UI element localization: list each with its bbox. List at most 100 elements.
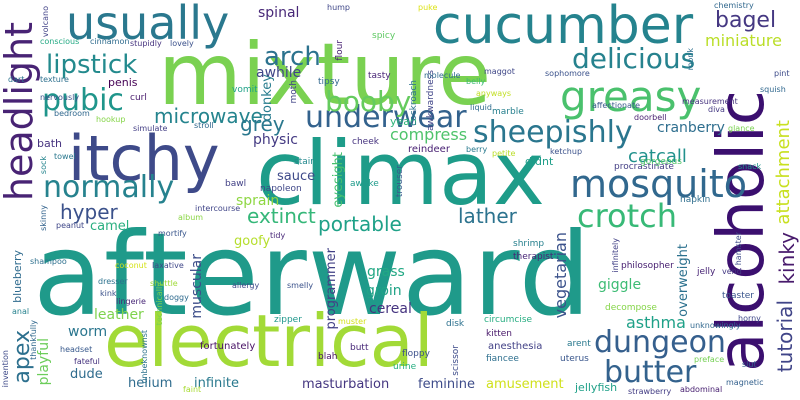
word-worm: worm	[68, 324, 108, 340]
word-cockroach: cockroach	[409, 80, 419, 126]
word-miniature: miniature	[705, 31, 782, 50]
word-napoleon: napoleon	[260, 184, 302, 194]
word-lather: lather	[458, 204, 517, 228]
word-tipsy: tipsy	[318, 77, 340, 87]
word-toaster: toaster	[722, 291, 755, 301]
word-maggot: maggot	[484, 67, 515, 76]
word-microwave: microwave	[154, 104, 263, 128]
word-peanut: peanut	[56, 221, 85, 230]
word-procrastinate: procrastinate	[614, 162, 674, 172]
word-climax: climax	[256, 122, 546, 225]
word-urine: urine	[393, 362, 417, 372]
word-intercourse: intercourse	[195, 204, 241, 213]
word-skinny: skinny	[39, 205, 48, 231]
word-crotch: crotch	[577, 197, 678, 235]
word-jellyfish: jellyfish	[575, 381, 618, 394]
word-stupidly: stupidly	[130, 39, 162, 48]
word-abdominal: abdominal	[680, 385, 723, 394]
word-bath: bath	[37, 137, 63, 150]
word-headset: headset	[60, 345, 93, 354]
word-penis: penis	[108, 76, 138, 89]
word-nervously: nervously	[40, 93, 80, 102]
word-allergy: allergy	[232, 281, 260, 290]
word-programmer: programmer	[324, 248, 339, 330]
word-philosopher: philosopher	[621, 261, 674, 271]
word-leather: leather	[94, 307, 144, 323]
word-muscular: muscular	[189, 254, 205, 319]
word-kinky: kinky	[775, 232, 799, 285]
word-curl: curl	[130, 93, 147, 103]
word-circumcise: circumcise	[484, 315, 533, 325]
word-compress: compress	[390, 125, 468, 144]
word-overweight: overweight	[676, 244, 691, 317]
word-invention: invention	[1, 350, 10, 388]
word-puke: puke	[418, 3, 438, 12]
word-diva: diva	[708, 105, 725, 114]
word-spicy: spicy	[372, 31, 396, 41]
word-eyesight: eyesight	[331, 152, 346, 208]
word-lipstick: lipstick	[46, 50, 138, 80]
word-tutorial: tutorial	[773, 300, 797, 373]
word-lingerie: lingerie	[116, 297, 146, 306]
word-anesthesia: anesthesia	[488, 341, 543, 352]
word-petite: petite	[492, 149, 516, 158]
word-cereal: cereal	[369, 301, 412, 317]
word-hamster: hamster	[734, 232, 743, 266]
word-headlight: headlight	[0, 22, 41, 202]
word-sophomore: sophomore	[545, 69, 590, 78]
word-affectionate: affectionate	[592, 101, 641, 110]
word-feminine: feminine	[418, 377, 475, 392]
word-technically: technically	[155, 282, 164, 326]
word-slut: slut	[742, 360, 757, 369]
word-bawl: bawl	[225, 179, 247, 189]
word-dude: dude	[70, 367, 103, 382]
word-delicious: delicious	[572, 42, 696, 75]
word-sauce: sauce	[277, 169, 316, 184]
word-measurement: measurement	[682, 97, 738, 106]
word-fateful: fateful	[74, 357, 100, 366]
word-trouser: trouser	[395, 165, 405, 198]
word-uterus: uterus	[560, 354, 589, 364]
word-monk: monk	[686, 48, 695, 71]
word-kitten: kitten	[486, 329, 513, 339]
word-zipper: zipper	[274, 315, 302, 325]
word-hump: hump	[327, 3, 351, 12]
word-groin: groin	[366, 283, 402, 299]
word-cranberry: cranberry	[657, 120, 725, 136]
word-disk: disk	[446, 319, 465, 329]
word-magnetic: magnetic	[726, 378, 764, 387]
word-reindeer: reindeer	[408, 144, 450, 155]
word-cinnamon: cinnamon	[90, 37, 130, 46]
word-pint: pint	[774, 69, 790, 78]
word-grey: grey	[240, 112, 285, 136]
word-giggle: giggle	[598, 277, 642, 293]
word-dresser: dresser	[98, 277, 128, 286]
word-thankfully: thankfully	[29, 320, 38, 360]
word-bedroom: bedroom	[54, 109, 90, 118]
word-chemistry: chemistry	[714, 1, 754, 10]
word-unbeknownst: unbeknownst	[140, 330, 149, 384]
word-masturbation: masturbation	[302, 377, 390, 392]
word-jelly: jelly	[697, 267, 716, 277]
word-volcano: volcano	[41, 6, 50, 38]
word-molecule: molecule	[424, 71, 461, 80]
word-floppy: floppy	[402, 349, 430, 359]
word-attachment: attachment	[773, 120, 794, 225]
word-napkin: napkin	[680, 195, 711, 205]
word-usually: usually	[66, 0, 230, 50]
word-blueberry: blueberry	[11, 250, 24, 303]
word-berry: berry	[466, 145, 488, 154]
word-yeah: yeah	[390, 115, 417, 128]
word-lovely: lovely	[170, 39, 194, 48]
word-vomit: vomit	[232, 85, 258, 95]
word-cheek: cheek	[352, 137, 379, 147]
word-belly: belly	[466, 77, 486, 86]
word-greasy: greasy	[560, 72, 702, 121]
word-liquid: liquid	[470, 103, 492, 112]
word-stair: stair	[294, 157, 314, 167]
word-tasty: tasty	[368, 71, 391, 81]
word-dart: dart	[8, 75, 25, 84]
word-cucumber: cucumber	[433, 0, 694, 56]
word-sock: sock	[39, 156, 48, 175]
word-arch: arch	[264, 42, 321, 72]
